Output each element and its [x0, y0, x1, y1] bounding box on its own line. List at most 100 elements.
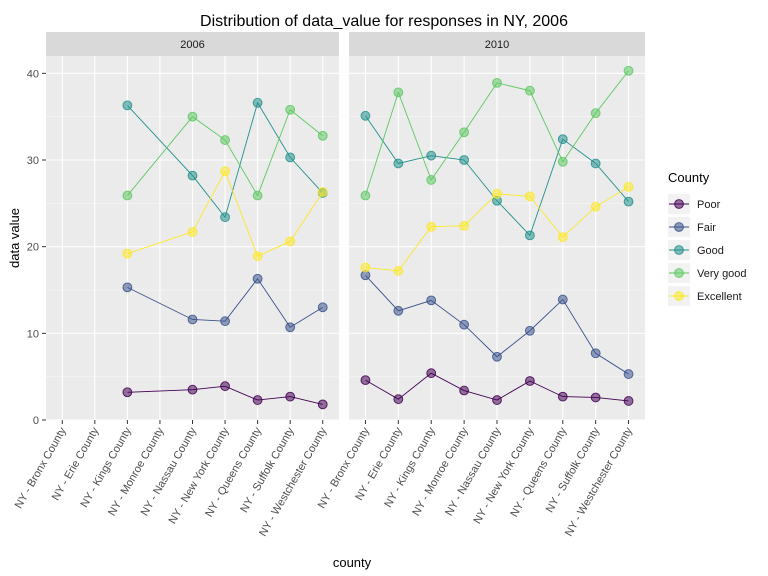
series-line [127, 101, 324, 219]
legend-key-point [674, 268, 684, 278]
facet-strip [349, 32, 645, 56]
data-point [623, 196, 634, 207]
legend: County Poor Fair Good Very good Excellent [668, 170, 747, 306]
data-point [426, 295, 437, 306]
y-tick-label: 30 [27, 155, 39, 167]
facet-strip [46, 32, 339, 56]
data-point [459, 127, 470, 138]
y-tick-label: 10 [27, 328, 39, 340]
data-point [459, 220, 470, 231]
data-point [220, 381, 230, 392]
data-point [360, 262, 371, 273]
data-point [220, 212, 230, 223]
data-point [252, 190, 263, 201]
data-point [557, 134, 568, 145]
legend-key-point [674, 291, 684, 301]
data-point [122, 100, 133, 111]
data-point [492, 188, 502, 199]
series-line [127, 108, 324, 197]
data-point [459, 385, 470, 396]
data-point [187, 314, 198, 325]
data-point [623, 65, 634, 76]
series-line [127, 385, 323, 405]
legend-entry-label: Very good [697, 268, 747, 280]
data-point [317, 302, 328, 313]
data-point [317, 187, 328, 197]
data-point [317, 399, 328, 410]
data-point [393, 87, 404, 98]
data-point [252, 97, 263, 108]
legend-entry-label: Poor [697, 199, 721, 211]
legend-entry-label: Good [697, 245, 724, 257]
data-point [285, 322, 296, 333]
data-point [285, 391, 296, 402]
data-point [557, 294, 568, 305]
data-point [524, 230, 535, 241]
data-point [252, 395, 263, 405]
facet-strip-label: 2006 [180, 39, 204, 51]
data-point [220, 166, 230, 177]
y-tick-label: 20 [27, 242, 39, 254]
data-point [492, 351, 502, 362]
data-point [590, 108, 601, 119]
data-point [426, 221, 437, 232]
data-point [524, 191, 535, 202]
data-point [557, 232, 568, 243]
data-point [187, 170, 198, 181]
facet-strip-label: 2010 [485, 39, 509, 51]
data-point [590, 201, 601, 212]
x-tick-label: NY - New York County [167, 425, 232, 526]
x-tick-label: NY - Westchester County [563, 425, 635, 539]
data-point [393, 305, 404, 316]
data-point [187, 227, 198, 237]
data-point [524, 376, 535, 386]
data-point [623, 396, 634, 406]
data-point [426, 150, 437, 161]
data-point [426, 368, 437, 379]
legend-key-point [674, 199, 684, 209]
data-point [524, 325, 535, 336]
data-point [220, 135, 230, 145]
data-point [524, 85, 535, 96]
data-point [252, 251, 263, 262]
data-point [492, 77, 502, 88]
data-point [557, 391, 568, 402]
data-point [623, 181, 634, 192]
series-line [127, 277, 323, 328]
x-tick-label: NY - Westchester County [257, 425, 329, 539]
legend-entry-label: Fair [697, 222, 716, 234]
data-point [317, 130, 328, 141]
data-point [360, 375, 371, 386]
data-point [393, 394, 404, 405]
data-point [122, 282, 133, 293]
data-point [252, 273, 263, 284]
x-axis-label: county [333, 555, 372, 570]
data-point [285, 236, 296, 247]
data-point [360, 190, 371, 201]
chart-title: Distribution of data_value for responses… [200, 13, 568, 30]
data-point [426, 175, 437, 185]
data-point [459, 155, 470, 165]
data-point [623, 369, 634, 379]
data-point [590, 392, 601, 403]
legend-key-point [674, 245, 684, 255]
data-point [492, 395, 502, 405]
data-point [220, 316, 230, 327]
series-line [127, 170, 324, 257]
y-axis-label: data value [7, 208, 22, 268]
data-point [590, 158, 601, 169]
data-point [360, 110, 371, 121]
legend-entry-label: Excellent [697, 291, 742, 303]
data-point [285, 104, 296, 115]
data-point [557, 156, 568, 167]
legend-title: County [668, 170, 710, 185]
data-point [122, 248, 133, 259]
data-point [459, 319, 470, 330]
x-tick-label: NY - New York County [471, 425, 536, 526]
data-point [590, 348, 601, 359]
y-tick-label: 0 [33, 415, 39, 427]
data-point [187, 111, 198, 122]
data-point [122, 387, 133, 398]
